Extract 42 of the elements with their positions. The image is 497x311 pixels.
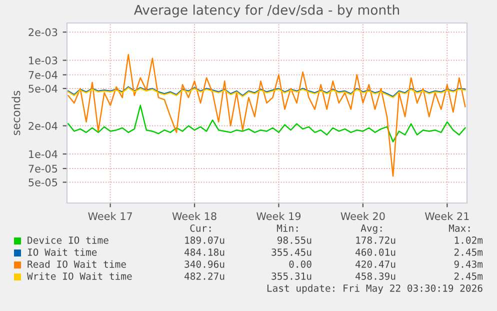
x-tick-label: Week 21 xyxy=(424,212,469,220)
x-tick-label: Week 17 xyxy=(88,212,132,220)
y-tick-label: 1e-03 xyxy=(29,56,58,64)
chart-title: Average latency for /dev/sda - by month xyxy=(134,4,400,18)
text: 460.01u xyxy=(356,248,396,256)
x-tick-label: Week 19 xyxy=(256,212,301,220)
y-tick-label: 1e-04 xyxy=(29,150,58,158)
text: 482.27u xyxy=(184,272,224,280)
legend-label: Write IO Wait time xyxy=(27,272,132,280)
line-series xyxy=(68,54,466,177)
y-tick-label: 5e-04 xyxy=(28,84,58,93)
text: 355.31u xyxy=(272,272,312,280)
text: 178.72u xyxy=(356,236,396,244)
x-tick-label: Week 18 xyxy=(172,212,216,220)
text: Avg: xyxy=(360,224,382,234)
y-axis-title: seconds xyxy=(12,90,20,136)
text: 189.07u xyxy=(185,236,224,244)
text: 420.47u xyxy=(356,260,396,268)
y-tick-label: 7e-05 xyxy=(28,164,58,173)
text: 2.45m xyxy=(454,272,483,280)
text: 458.39u xyxy=(356,272,396,280)
text: 2.45m xyxy=(454,248,483,256)
text: 98.55u xyxy=(277,236,312,244)
text: Min: xyxy=(276,224,298,232)
y-tick-label: 2e-03 xyxy=(28,28,58,36)
y-tick-label: 7e-04 xyxy=(28,71,58,79)
text: 9.43m xyxy=(454,260,483,268)
legend-label: Read IO Wait time xyxy=(28,260,126,268)
text: 1.02m xyxy=(454,236,483,244)
y-tick-label: 2e-04 xyxy=(28,122,58,130)
text: Last update: Fri May 22 03:30:19 2026 xyxy=(267,284,482,294)
y-tick-label: 5e-05 xyxy=(28,178,58,186)
text: 355.45u xyxy=(272,248,312,256)
text: 484.18u xyxy=(184,248,224,256)
line-series xyxy=(68,104,466,142)
text: Max: xyxy=(448,224,470,232)
text: Cur: xyxy=(190,224,211,232)
x-tick-label: Week 20 xyxy=(340,212,385,220)
legend-label: IO Wait time xyxy=(28,248,97,256)
text: 0.00 xyxy=(289,260,312,268)
text: 340.96u xyxy=(184,260,224,268)
legend-label: Device IO time xyxy=(28,236,108,244)
